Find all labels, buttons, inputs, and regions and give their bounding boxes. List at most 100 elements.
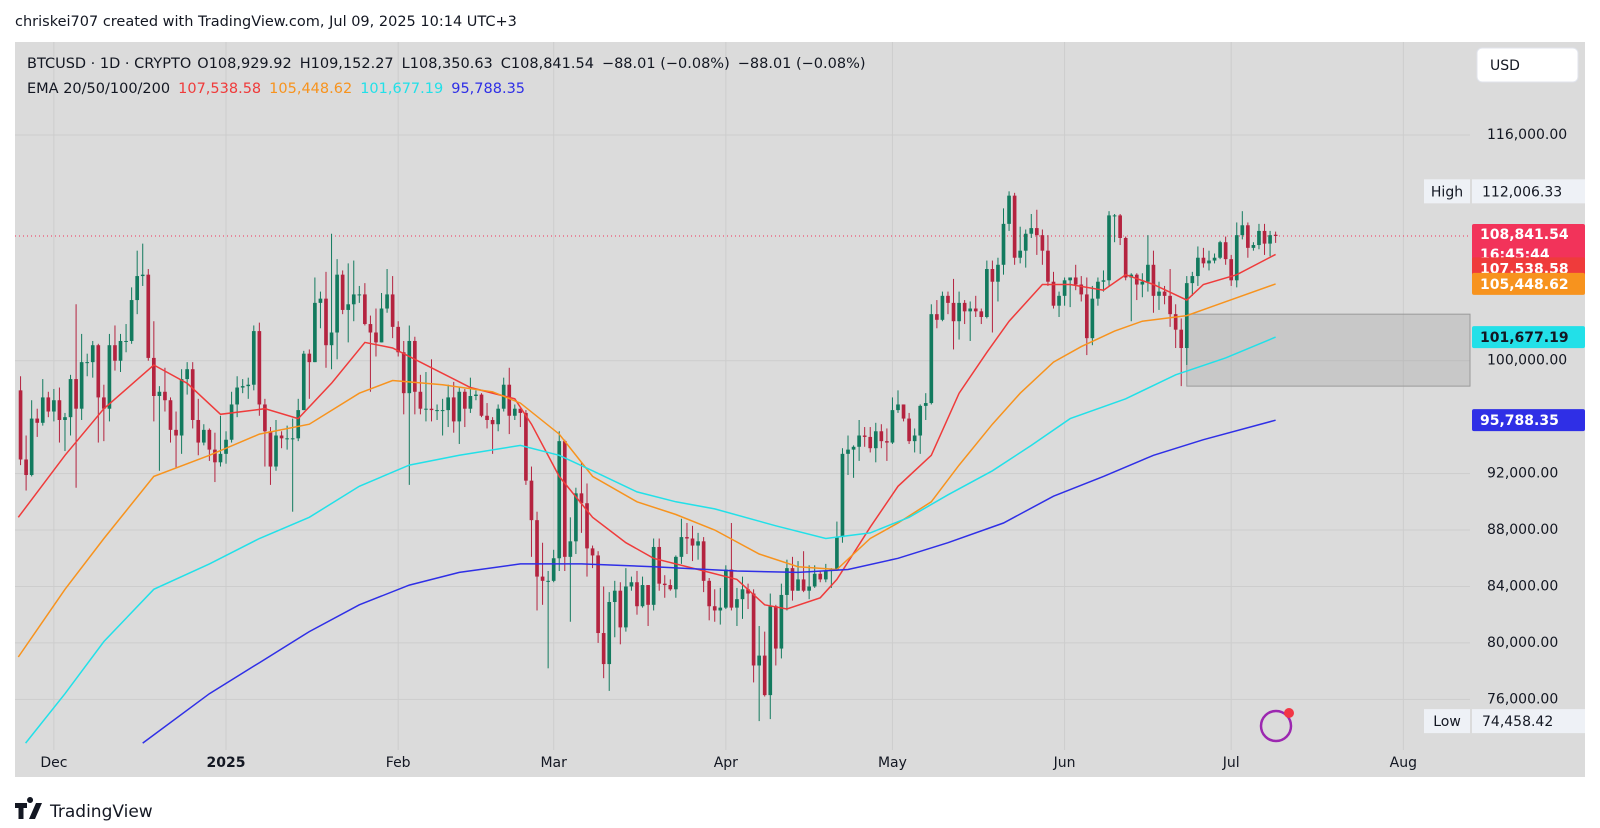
candle-body: [1262, 230, 1267, 244]
candle-body: [296, 410, 301, 439]
candle-body: [1096, 281, 1100, 299]
candle-body: [901, 404, 906, 419]
candle-body: [1162, 291, 1167, 296]
candle-body: [462, 391, 467, 409]
candle-body: [835, 537, 839, 570]
candle-body: [729, 569, 734, 608]
candle-body: [946, 295, 950, 303]
candle-body: [568, 541, 573, 557]
candle-body: [263, 404, 267, 432]
candle-body: [246, 384, 251, 387]
candle-body: [107, 345, 112, 409]
last-price-label: 108,841.54: [1480, 227, 1569, 243]
ema-value: 95,788.35: [451, 81, 525, 97]
candle-body: [557, 441, 562, 559]
candle-body: [646, 585, 650, 605]
candle-body: [307, 353, 312, 363]
candle-body: [496, 408, 500, 425]
candle-body: [218, 453, 223, 463]
currency-button[interactable]: [1476, 47, 1579, 83]
candle-body: [157, 391, 162, 396]
change: −88.01 (−0.08%): [738, 56, 866, 72]
candle-body: [857, 435, 861, 447]
candle-body: [601, 633, 606, 665]
candle-body: [413, 340, 417, 392]
candle-body: [607, 601, 612, 665]
extreme-title: High: [1431, 184, 1463, 200]
candle-body: [612, 590, 617, 602]
candle-body: [674, 556, 678, 590]
candle-body: [562, 441, 567, 557]
candle-body: [118, 340, 123, 361]
candle-body: [1034, 228, 1039, 236]
candle-body: [207, 429, 212, 450]
candle-body: [324, 298, 328, 346]
candle-body: [1168, 295, 1172, 315]
candle-body: [996, 264, 1000, 282]
candle-body: [507, 384, 512, 416]
candle-body: [1090, 298, 1095, 339]
candle-body: [929, 314, 934, 404]
candle-body: [346, 304, 351, 310]
candle-body: [1084, 294, 1089, 339]
candle-body: [973, 308, 978, 312]
last-price-badge: [1472, 223, 1585, 268]
extreme-value-box: [1472, 179, 1585, 204]
candle-body: [357, 294, 362, 296]
candle-body: [313, 302, 317, 363]
candle-body: [1023, 233, 1028, 251]
candle-body: [168, 400, 173, 430]
candle-body: [1157, 291, 1161, 296]
extreme-value: 112,006.33: [1482, 184, 1562, 200]
candle-body: [668, 585, 673, 590]
candle-body: [1107, 215, 1111, 281]
ema-badge-label: 95,788.35: [1480, 413, 1559, 429]
candle-body: [807, 586, 811, 591]
candle-body: [962, 302, 967, 312]
y-tick-label: 88,000.00: [1487, 522, 1558, 538]
candle-body: [1190, 276, 1195, 284]
candle-body: [85, 362, 90, 364]
assistant-icon[interactable]: [1259, 708, 1294, 743]
range-zone: [1186, 313, 1471, 387]
candle-body: [196, 419, 201, 443]
candle-body: [546, 580, 550, 582]
candle-body: [152, 357, 156, 396]
candle-body: [762, 655, 767, 696]
candle-body: [240, 386, 245, 388]
candle-body: [535, 520, 539, 577]
candle-body: [185, 369, 189, 380]
candle-body: [285, 438, 289, 440]
candle-body: [896, 404, 900, 411]
candle-body: [1173, 314, 1178, 330]
y-tick-label: 80,000.00: [1487, 635, 1558, 651]
candle-body: [529, 480, 534, 521]
candle-body: [1151, 264, 1156, 296]
candle-body: [707, 580, 712, 607]
candle-body: [146, 274, 151, 358]
candle-body: [1079, 284, 1084, 295]
candle-body: [1257, 230, 1261, 246]
extreme-title-box: [1424, 179, 1470, 204]
credit: chriskei707 created with TradingView.com…: [15, 14, 517, 30]
candle-body: [429, 408, 434, 411]
candle-body: [190, 369, 195, 420]
candle-body: [301, 353, 306, 411]
candle-body: [257, 331, 262, 405]
candle-body: [1246, 225, 1250, 248]
candle-body: [1112, 215, 1117, 217]
candle-body: [79, 362, 84, 409]
candle-body: [1134, 274, 1139, 285]
candle-body: [374, 332, 378, 343]
x-tick-label: Mar: [540, 755, 567, 771]
candle-body: [796, 579, 800, 591]
brand: TradingView: [49, 802, 153, 822]
ema-badge: [1472, 272, 1585, 295]
candle-body: [1123, 237, 1128, 278]
candle-body: [718, 607, 723, 611]
candle-body: [401, 352, 406, 394]
candle-body: [651, 546, 656, 605]
candle-body: [696, 541, 700, 546]
candle-body: [862, 435, 867, 437]
